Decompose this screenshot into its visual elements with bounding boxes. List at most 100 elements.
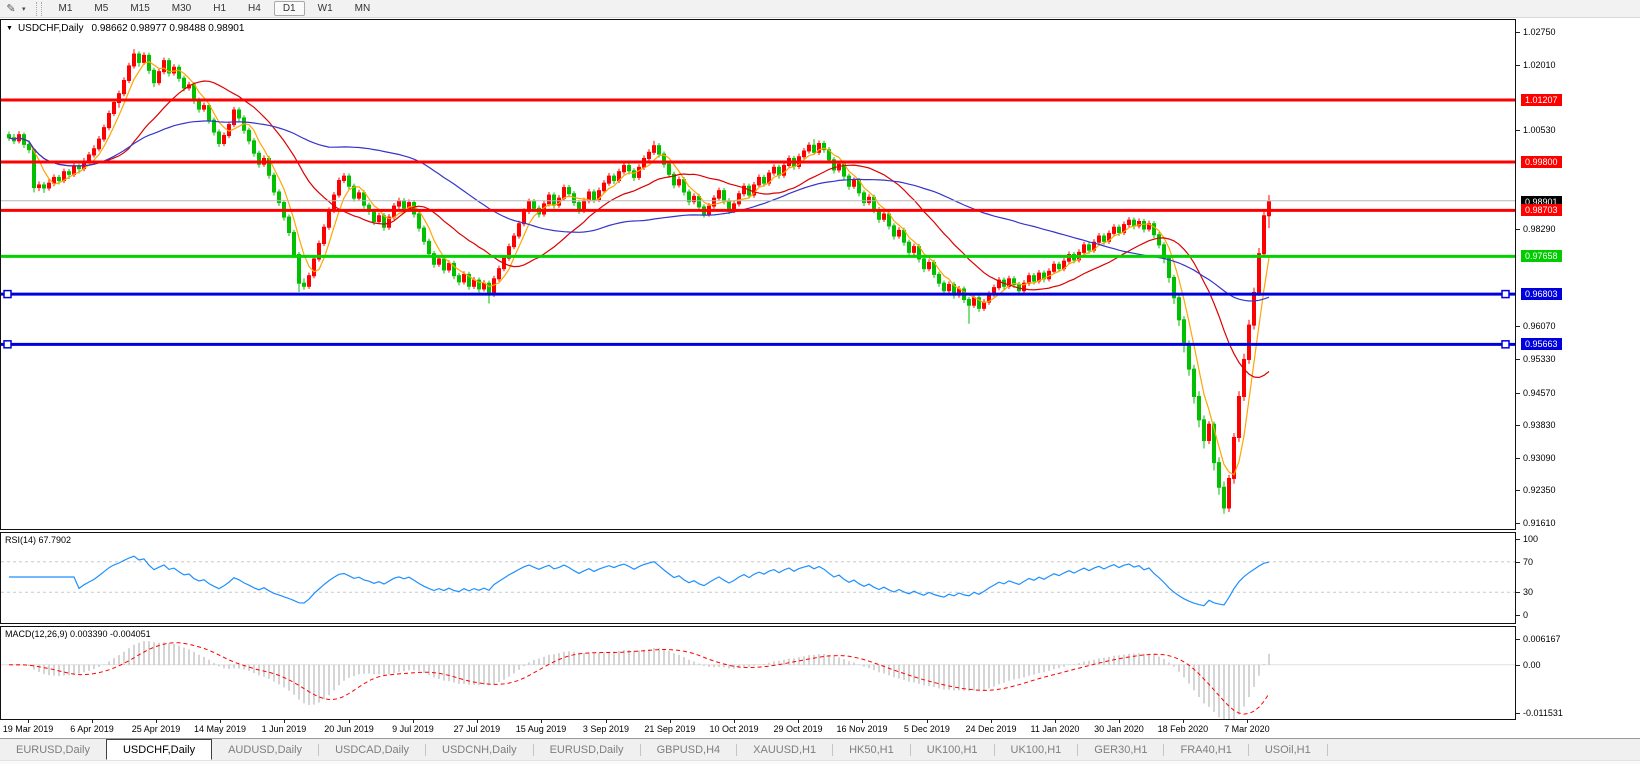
chart-tab-usdcad-daily[interactable]: USDCAD,Daily (335, 743, 410, 756)
chart-tab-audusd-daily[interactable]: AUDUSD,Daily (228, 743, 303, 756)
axis-tick-label: 1.00530 (1523, 124, 1556, 135)
axis-tick-mark (1516, 326, 1520, 328)
timeframe-button-m1[interactable]: M1 (58, 3, 73, 14)
date-label: 16 Nov 2019 (836, 724, 888, 734)
tab-separator (736, 743, 738, 756)
date-tick-mark (1182, 720, 1184, 723)
date-tick-mark (734, 720, 736, 723)
axis-tick-mark (1516, 392, 1520, 394)
date-label: 18 Feb 2020 (1157, 724, 1209, 734)
date-label: 6 Apr 2019 (70, 724, 114, 734)
timeframe-button-m30[interactable]: M30 (171, 3, 192, 14)
axis-tick-mark (1516, 228, 1520, 230)
chart-tab-usdcnh-daily[interactable]: USDCNH,Daily (442, 743, 517, 756)
date-tick-mark (605, 720, 607, 723)
hline-price-label: 0.97658 (1521, 250, 1562, 263)
timeframe-button-h1[interactable]: H1 (213, 3, 227, 14)
timeframe-buttons: M1 M5 M15 M30 H1 H4 D1 W1 MN (48, 1, 382, 16)
chart-tab-eurusd-daily[interactable]: EURUSD,Daily (549, 743, 624, 756)
chart-tab-usoil-h1[interactable]: USOil,H1 (1264, 743, 1311, 756)
date-label: 7 Mar 2020 (1224, 724, 1270, 734)
axis-tick-label: 30 (1523, 587, 1534, 598)
axis-tick-label: 0.93090 (1523, 452, 1556, 463)
chart-tab-gbpusd-h4[interactable]: GBPUSD,H4 (656, 743, 721, 756)
tab-separator (1077, 743, 1079, 756)
date-tick-mark (798, 720, 800, 723)
timeframe-button-w1[interactable]: W1 (317, 3, 333, 14)
tab-separator (909, 743, 911, 756)
bottom-strip (0, 760, 1640, 764)
chart-tab-usdchf-daily[interactable]: USDCHF,Daily (105, 739, 213, 760)
chart-title[interactable]: ▼ USDCHF,Daily 0.98662 0.98977 0.98488 0.9… (6, 23, 244, 34)
axis-tick-mark (1516, 64, 1520, 66)
timeframe-button-m15[interactable]: M15 (130, 3, 150, 14)
candlestick-chart[interactable] (0, 19, 1516, 530)
chart-dropdown-icon[interactable]: ▼ (6, 25, 13, 32)
hline-price-label: 0.96803 (1521, 288, 1562, 301)
tab-separator (832, 743, 834, 756)
axis-tick-label: 0.00 (1523, 659, 1541, 670)
tab-separator (639, 743, 641, 756)
panel-splitter-macd[interactable] (0, 624, 1640, 626)
tab-separator (318, 743, 320, 756)
draw-tool-icon[interactable]: ✎ (6, 3, 16, 15)
date-tick-mark (926, 720, 928, 723)
axis-tick-label: 0 (1523, 610, 1529, 620)
main-chart-panel: ▼ USDCHF,Daily 0.98662 0.98977 0.98488 0.9… (0, 19, 1640, 530)
tab-separator (993, 743, 995, 756)
chart-tabs-bar: EURUSD,Daily USDCHF,Daily AUDUSD,Daily USDC… (0, 738, 1640, 760)
date-label: 29 Oct 2019 (773, 724, 823, 734)
date-label: 9 Jul 2019 (392, 724, 434, 734)
date-tick-mark (348, 720, 350, 723)
axis-tick-label: 100 (1523, 534, 1539, 544)
timeframe-button-mn[interactable]: MN (354, 3, 371, 14)
chart-tab-fra40-h1[interactable]: FRA40,H1 (1180, 743, 1232, 756)
axis-tick-label: 0.93830 (1523, 420, 1556, 431)
hline-price-label: 0.95663 (1521, 338, 1562, 351)
date-tick-mark (476, 720, 478, 723)
date-tick-mark (219, 720, 221, 723)
date-label: 15 Aug 2019 (515, 724, 567, 734)
rsi-chart[interactable] (0, 532, 1516, 624)
panel-splitter-rsi[interactable] (0, 530, 1640, 532)
axis-tick-mark (1516, 539, 1520, 540)
rsi-panel: RSI(14) 67.7902 100 70 30 0 (0, 532, 1640, 624)
date-tick-mark (541, 720, 543, 723)
axis-tick-mark (1516, 592, 1520, 594)
timeframe-button-h4[interactable]: H4 (248, 3, 261, 14)
axis-tick-label: 0.95330 (1523, 354, 1556, 364)
date-label: 27 Jul 2019 (453, 724, 501, 734)
axis-tick-label: -0.011531 (1523, 708, 1563, 718)
chart-tab-eurusd-daily[interactable]: EURUSD,Daily (16, 743, 90, 756)
chart-tab-uk100-h1[interactable]: UK100,H1 (926, 743, 978, 756)
axis-tick-mark (1516, 359, 1520, 360)
axis-tick-mark (1516, 457, 1520, 459)
axis-tick-mark (1516, 664, 1520, 666)
timeframe-button-m5[interactable]: M5 (94, 3, 109, 14)
date-label: 11 Jan 2020 (1030, 724, 1080, 734)
date-label: 21 Sep 2019 (644, 724, 696, 734)
date-label: 25 Apr 2019 (131, 724, 181, 734)
timeframe-button-d1[interactable]: D1 (273, 1, 305, 16)
date-label: 3 Sep 2019 (582, 724, 629, 734)
price-axis: 1.02750 1.02010 1.00530 0.98290 0.96070 0.953… (1516, 19, 1640, 530)
chart-tab-uk100-h1[interactable]: UK100,H1 (1010, 743, 1062, 756)
macd-chart[interactable] (0, 626, 1516, 720)
axis-tick-mark (1516, 522, 1520, 524)
tab-separator (1326, 743, 1328, 756)
chart-tab-hk50-h1[interactable]: HK50,H1 (849, 743, 894, 756)
axis-tick-label: 1.02750 (1523, 26, 1556, 37)
chart-tab-xauusd-h1[interactable]: XAUUSD,H1 (753, 743, 817, 756)
axis-tick-mark (1516, 713, 1520, 714)
date-tick-mark (283, 720, 285, 723)
date-tick-mark (412, 720, 414, 723)
chart-tab-ger30-h1[interactable]: GER30,H1 (1094, 743, 1148, 756)
macd-panel: MACD(12,26,9) 0.003390 -0.004051 0.00616… (0, 626, 1640, 720)
axis-tick-mark (1516, 639, 1520, 640)
tabbar-filler (1328, 739, 1640, 760)
axis-tick-label: 0.91610 (1523, 517, 1556, 528)
tool-dropdown-icon[interactable]: ▾ (22, 5, 26, 13)
axis-tick-label: 0.92350 (1523, 485, 1556, 496)
axis-tick-label: 0.96070 (1523, 321, 1556, 332)
